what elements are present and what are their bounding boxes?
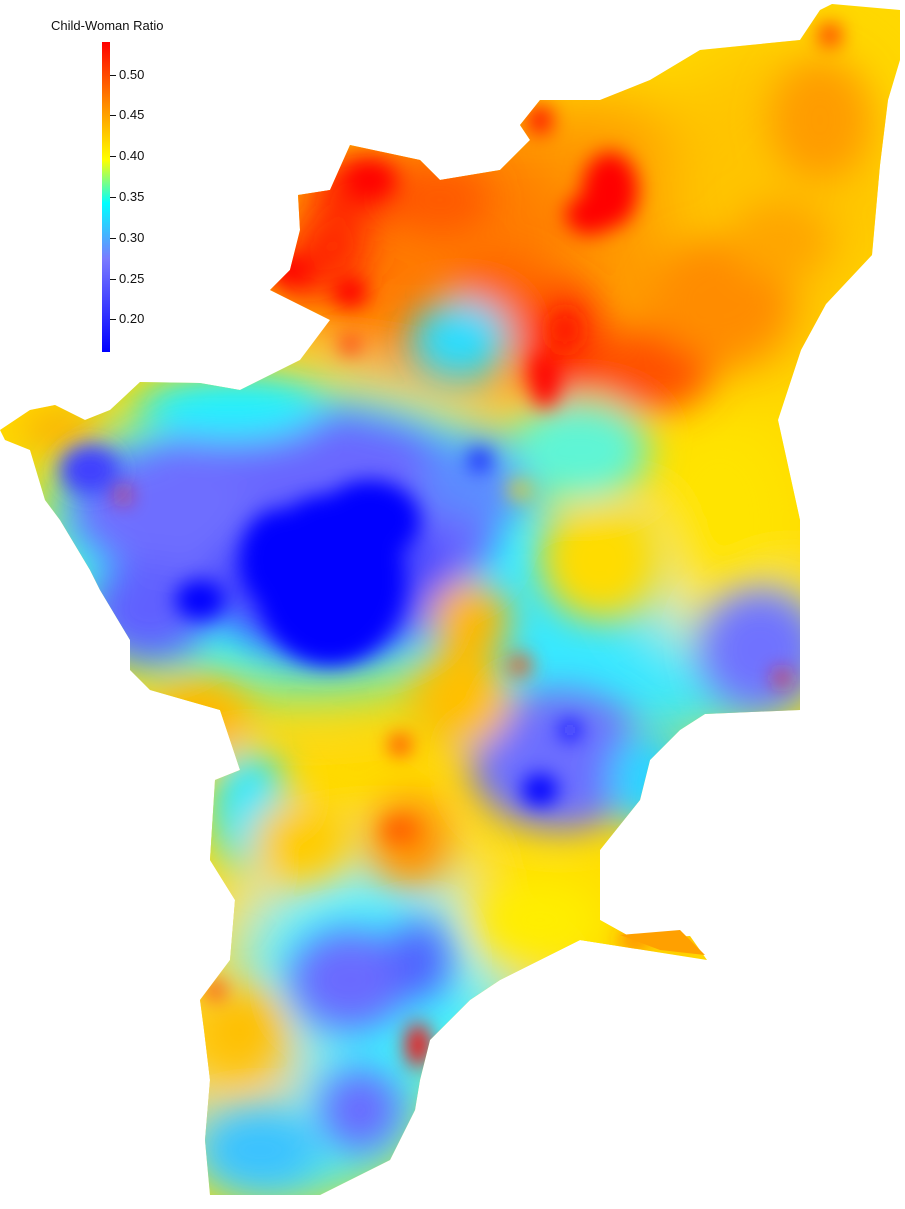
legend-tick	[110, 197, 116, 198]
legend-tick-label: 0.25	[119, 271, 145, 286]
legend-title: Child-Woman Ratio	[51, 18, 164, 33]
legend-tick-label: 0.45	[119, 107, 145, 122]
legend-color-bar	[102, 42, 110, 352]
legend-tick	[110, 238, 116, 239]
legend-tick	[110, 156, 116, 157]
legend: Child-Woman Ratio 0.50 0.45 0.40 0.35 0.30 0.…	[46, 14, 216, 359]
legend-tick-label: 0.20	[119, 311, 145, 326]
legend-tick-label: 0.30	[119, 230, 145, 245]
legend-tick	[110, 75, 116, 76]
legend-tick-label: 0.35	[119, 189, 145, 204]
coastal-spit	[620, 930, 705, 955]
legend-tick	[110, 115, 116, 116]
legend-tick-label: 0.40	[119, 148, 145, 163]
legend-tick	[110, 279, 116, 280]
legend-tick	[110, 319, 116, 320]
legend-tick-label: 0.50	[119, 67, 145, 82]
